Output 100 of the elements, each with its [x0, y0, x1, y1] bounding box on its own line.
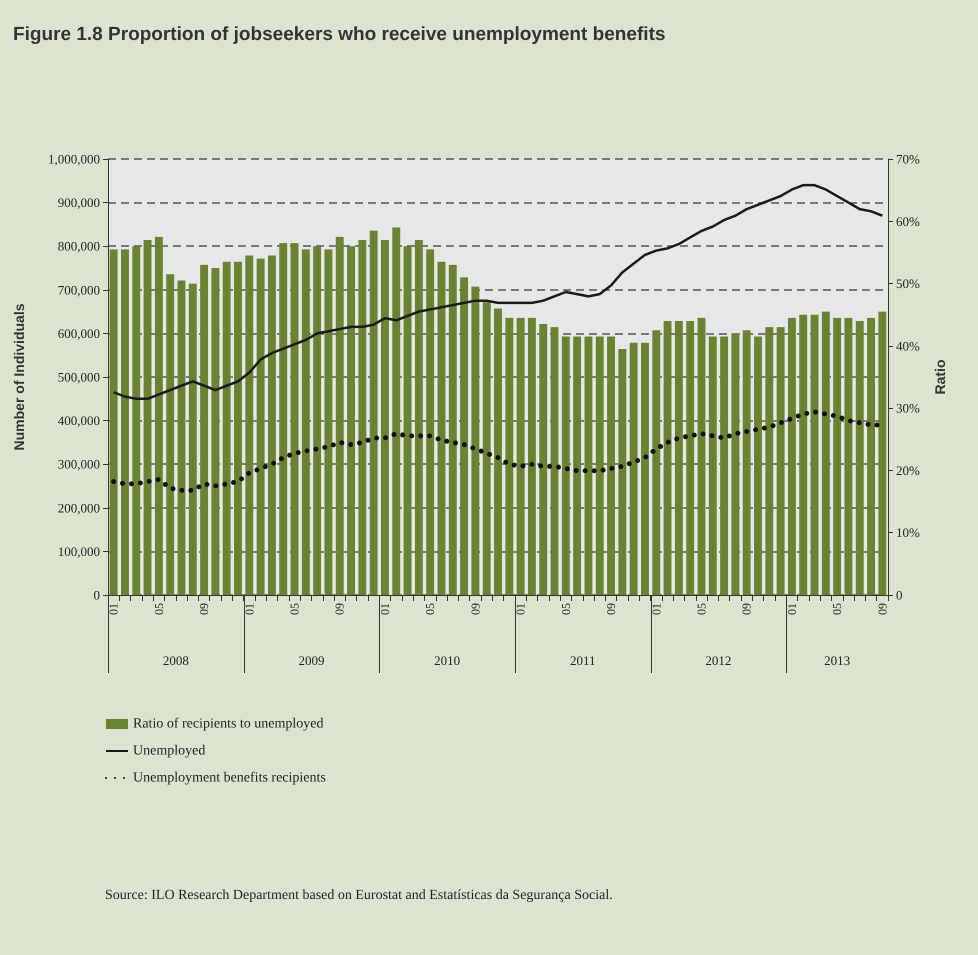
- bar: [121, 249, 129, 595]
- bar: [698, 318, 706, 595]
- bar: [347, 246, 355, 595]
- bar: [867, 318, 875, 595]
- bar: [844, 318, 852, 595]
- x-tick-label: 05: [288, 603, 302, 615]
- text: 2008: [162, 653, 189, 669]
- x-tick-label: 01: [378, 603, 392, 615]
- bar: [664, 320, 672, 595]
- bar: [166, 274, 174, 595]
- bar: [822, 312, 830, 595]
- bar: [279, 243, 288, 595]
- bar: [245, 256, 254, 595]
- bar: [878, 312, 886, 595]
- y-tick-label: 200,000: [58, 500, 100, 516]
- y-tick-label: 500,000: [58, 370, 100, 384]
- bar: [414, 240, 423, 595]
- x-tick-label: 09: [875, 603, 890, 615]
- y2-tick-label: 60%: [896, 214, 920, 229]
- bar: [652, 330, 660, 595]
- bar: [516, 318, 525, 595]
- y2-tick-label: 70%: [896, 152, 920, 166]
- text: 2010: [434, 653, 460, 669]
- bar: [211, 268, 220, 595]
- y-tick-label: 900,000: [58, 195, 100, 210]
- bar: [482, 302, 491, 595]
- legend-label: Unemployment benefits recipients: [133, 770, 326, 786]
- bar: [562, 336, 570, 595]
- bar: [290, 243, 298, 595]
- bar: [618, 348, 626, 595]
- bar: [754, 336, 762, 595]
- y2-tick-label: 10%: [896, 525, 920, 540]
- bar: [731, 333, 740, 595]
- x-tick-label: 01: [649, 603, 664, 615]
- x-tick-label: 09: [740, 603, 754, 615]
- text: 2009: [298, 653, 324, 669]
- bar: [358, 240, 366, 595]
- bar: [573, 336, 582, 595]
- legend-label: Ratio of recipients to unemployed: [133, 716, 324, 732]
- bar: [720, 336, 728, 595]
- bar: [336, 236, 344, 595]
- bar: [144, 240, 152, 595]
- x-tick-label: 09: [332, 603, 347, 615]
- chart-title: Figure 1.8 Proportion of jobseekers who receive unemployment benefits: [13, 24, 666, 45]
- bar: [234, 262, 242, 595]
- x-tick-label: 01: [242, 603, 256, 615]
- bar: [392, 228, 400, 595]
- y2-tick-label: 0: [896, 588, 902, 602]
- x-tick-label: 05: [830, 603, 844, 615]
- bar: [742, 330, 751, 595]
- bar: [494, 308, 502, 595]
- bar: [132, 246, 140, 595]
- x-tick-label: 01: [514, 603, 528, 615]
- x-tick-label: 05: [558, 603, 573, 615]
- bar: [505, 318, 514, 595]
- y-tick-label: 1,000,000: [48, 152, 100, 166]
- text: 2012: [705, 653, 732, 669]
- bar: [686, 320, 694, 595]
- x-tick-label: 09: [468, 603, 482, 615]
- bar: [438, 262, 446, 595]
- x-tick-label: 05: [694, 603, 708, 615]
- bar: [833, 318, 842, 595]
- y2-tick-label: 30%: [896, 400, 920, 416]
- source-note: Source: ILO Research Department based on Eurostat and Estatísticas da Segurança Social.: [105, 888, 613, 904]
- bar: [799, 314, 808, 595]
- bar: [641, 342, 649, 595]
- y-tick-label: 800,000: [58, 238, 100, 254]
- bar: [550, 327, 558, 595]
- bar: [448, 264, 457, 595]
- bar: [313, 246, 322, 595]
- bar: [630, 342, 638, 595]
- bar: [404, 246, 412, 595]
- bar: [188, 284, 197, 595]
- bar: [154, 236, 163, 595]
- bar: [426, 249, 434, 595]
- bar: [178, 280, 186, 595]
- y-axis-title: Number of Individuals: [11, 303, 27, 451]
- y2-tick-label: 40%: [896, 338, 920, 354]
- bar: [324, 249, 332, 595]
- bar: [222, 262, 231, 595]
- bar: [539, 324, 548, 595]
- y-tick-label: 0: [94, 588, 100, 602]
- legend-label: Unemployed: [133, 744, 206, 758]
- bar: [810, 314, 818, 595]
- line-series: [112, 184, 884, 400]
- bar: [302, 249, 310, 595]
- x-tick-label: 01: [784, 603, 799, 615]
- bar: [776, 327, 785, 595]
- bar: [268, 256, 276, 595]
- x-tick-label: 05: [423, 603, 438, 615]
- bar: [471, 286, 480, 595]
- y-tick-label: 700,000: [58, 282, 100, 298]
- y-tick-label: 300,000: [58, 456, 100, 472]
- text: 2013: [824, 653, 850, 669]
- bar: [381, 240, 389, 595]
- y2-axis-title: Ratio: [932, 360, 948, 394]
- bar: [528, 318, 536, 595]
- x-tick-label: 09: [604, 603, 618, 615]
- bar: [765, 327, 774, 595]
- y2-tick-label: 20%: [896, 462, 920, 478]
